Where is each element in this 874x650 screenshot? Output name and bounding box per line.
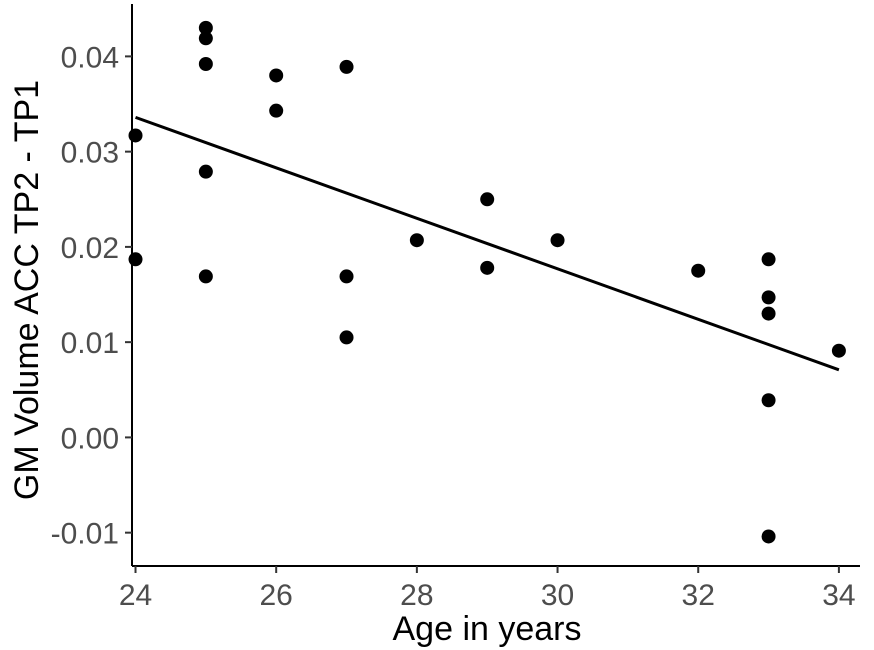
y-tick-label: 0.02 bbox=[61, 232, 119, 265]
data-point bbox=[339, 59, 354, 74]
data-point bbox=[198, 57, 213, 72]
data-point bbox=[339, 330, 354, 345]
y-tick-label: -0.01 bbox=[51, 518, 119, 551]
data-point bbox=[128, 128, 143, 143]
data-point bbox=[761, 306, 776, 321]
data-point bbox=[269, 68, 284, 83]
data-point bbox=[409, 233, 424, 248]
data-point bbox=[761, 529, 776, 544]
data-point bbox=[269, 103, 284, 118]
data-point bbox=[339, 269, 354, 284]
x-tick-label: 28 bbox=[400, 579, 433, 612]
y-tick-label: 0.01 bbox=[61, 327, 119, 360]
data-point bbox=[198, 164, 213, 179]
x-axis-title: Age in years bbox=[393, 610, 582, 648]
y-axis-ticks: -0.01 0.00 0.01 0.02 0.03 0.04 bbox=[51, 41, 132, 551]
data-point bbox=[128, 252, 143, 267]
data-point bbox=[198, 31, 213, 46]
x-tick-label: 32 bbox=[682, 579, 715, 612]
data-point bbox=[831, 343, 846, 358]
data-point bbox=[761, 290, 776, 305]
x-axis-ticks: 24 26 28 30 32 34 bbox=[119, 566, 856, 612]
y-tick-label: 0.04 bbox=[61, 41, 119, 74]
regression-line bbox=[135, 115, 840, 372]
x-tick-label: 34 bbox=[822, 579, 855, 612]
data-point bbox=[480, 260, 495, 275]
x-tick-label: 30 bbox=[541, 579, 574, 612]
data-point bbox=[198, 20, 213, 35]
data-point bbox=[691, 263, 706, 278]
y-axis-title: GM Volume ACC TP2 - TP1 bbox=[8, 80, 46, 500]
x-tick-label: 26 bbox=[260, 579, 293, 612]
plot-area bbox=[128, 20, 846, 544]
y-tick-label: 0.00 bbox=[61, 422, 119, 455]
data-point bbox=[550, 233, 565, 248]
x-tick-label: 24 bbox=[119, 579, 152, 612]
data-point bbox=[761, 252, 776, 267]
data-point bbox=[480, 192, 495, 207]
data-point bbox=[761, 393, 776, 408]
y-tick-label: 0.03 bbox=[61, 137, 119, 170]
data-point bbox=[198, 269, 213, 284]
